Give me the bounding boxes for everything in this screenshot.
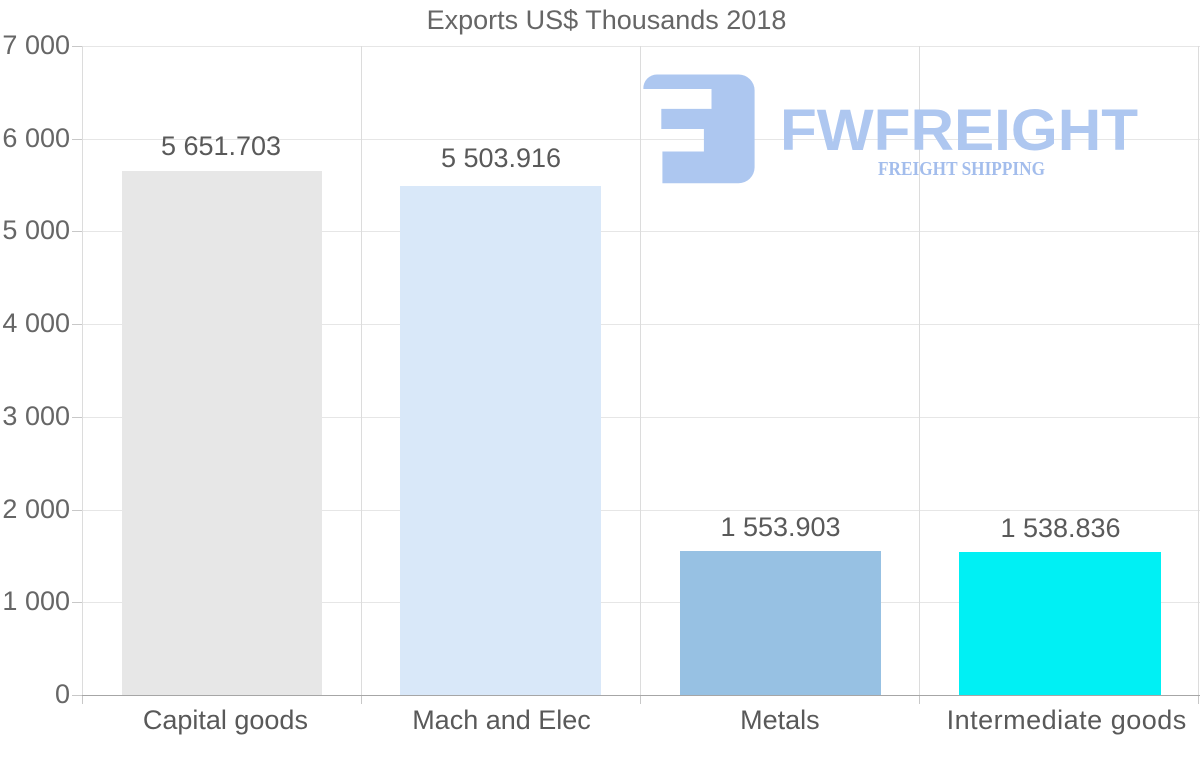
svg-text:FREIGHT SHIPPING: FREIGHT SHIPPING (878, 158, 1045, 180)
svg-text:FWFREIGHT: FWFREIGHT (780, 98, 1138, 163)
